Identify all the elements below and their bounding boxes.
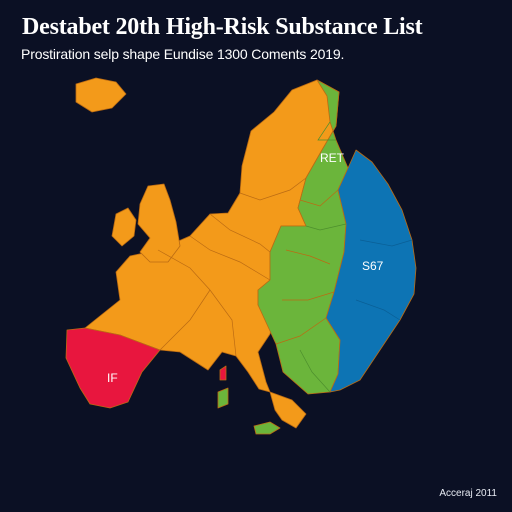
region-great-britain [137,183,181,263]
page-title: Destabet 20th High-Risk Substance List [22,14,423,40]
region-corsica [219,365,227,381]
region-blue-east [325,149,417,393]
region-label-north: RET [320,151,345,165]
region-sicily [253,421,281,435]
region-iceland [75,77,127,113]
region-ireland [111,207,137,247]
region-red-iberia [65,327,161,409]
credit-text: Acceraj 2011 [439,488,497,499]
region-italy [269,391,307,429]
region-sardinia [217,387,229,409]
region-label-southwest: IF [107,371,118,385]
page-subtitle: Prostiration selp shape Eundise 1300 Com… [21,46,345,62]
region-label-east: S67 [362,259,384,273]
